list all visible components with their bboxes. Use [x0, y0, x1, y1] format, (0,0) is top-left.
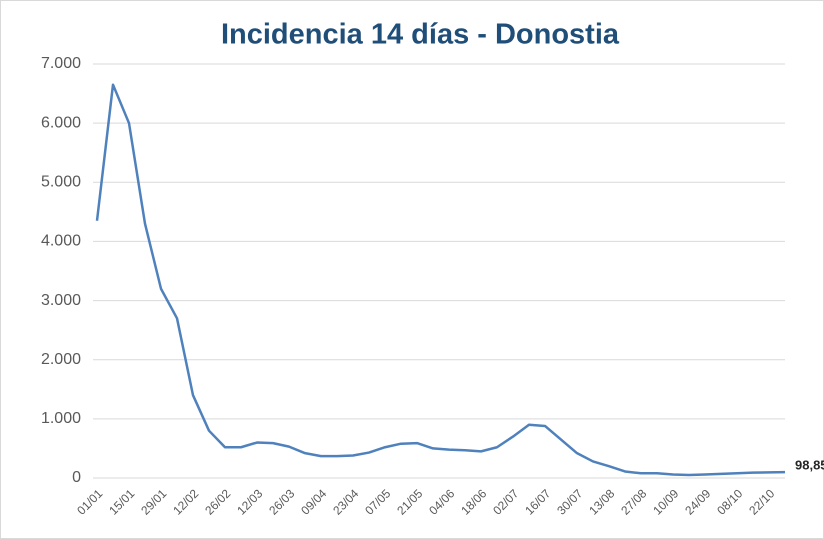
- chart-title: Incidencia 14 días - Donostia: [221, 19, 620, 51]
- y-tick-label: 6.000: [41, 114, 81, 131]
- y-tick-label: 3.000: [41, 292, 81, 309]
- y-tick-label: 7.000: [41, 55, 81, 72]
- y-tick-label: 1.000: [41, 410, 81, 427]
- y-tick-label: 0: [72, 469, 81, 486]
- y-tick-label: 2.000: [41, 351, 81, 368]
- y-tick-label: 5.000: [41, 174, 81, 191]
- data-line: [95, 83, 786, 477]
- y-tick-label: 4.000: [41, 233, 81, 250]
- value-label: 98,85: [795, 458, 824, 473]
